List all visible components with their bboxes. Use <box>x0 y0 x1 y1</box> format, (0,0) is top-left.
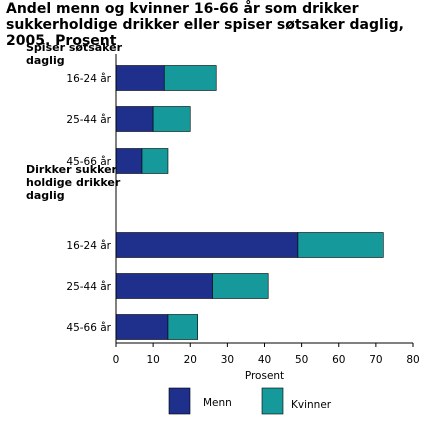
legend-label: Menn <box>203 397 232 409</box>
bar-menn <box>115 65 165 91</box>
chart-title: Andel menn og kvinner 16-66 år som drikk… <box>6 1 404 49</box>
group-label-line: Dirkker sukker- <box>26 163 122 176</box>
category-label: 25-44 år <box>66 280 111 293</box>
group-label-line: Spiser søtsaker <box>26 41 123 54</box>
legend-swatch-kvinner <box>261 387 284 415</box>
x-tick-label: 0 <box>113 354 120 366</box>
bar-menn <box>115 232 299 258</box>
bar-kvinner <box>167 314 198 340</box>
bar-menn <box>115 314 169 340</box>
bar-menn <box>115 273 213 299</box>
x-tick-label: 10 <box>146 354 159 366</box>
category-label: 45-66 år <box>66 155 111 168</box>
legend-swatch-menn <box>168 387 191 415</box>
x-tick-label: 30 <box>221 354 234 366</box>
bar-menn <box>115 148 143 174</box>
bar-kvinner <box>163 65 217 91</box>
bar-kvinner <box>141 148 169 174</box>
x-tick-label: 20 <box>184 354 197 366</box>
group-label-line: daglig <box>26 54 65 67</box>
group-label-line: holdige drikker <box>26 176 121 189</box>
bar-kvinner <box>297 232 384 258</box>
x-tick-label: 50 <box>295 354 308 366</box>
category-label: 25-44 år <box>66 113 111 126</box>
category-label: 16-24 år <box>66 72 111 85</box>
x-tick-label: 80 <box>406 354 419 366</box>
bar-kvinner <box>212 273 269 299</box>
category-label: 45-66 år <box>66 321 111 334</box>
x-tick-label: 60 <box>332 354 345 366</box>
bar-kvinner <box>152 106 191 132</box>
legend-label: Kvinner <box>291 399 332 411</box>
x-tick-label: 70 <box>369 354 382 366</box>
bar-menn <box>115 106 154 132</box>
x-axis-label: Prosent <box>245 370 284 382</box>
group-label-line: daglig <box>26 189 65 202</box>
category-label: 16-24 år <box>66 239 111 252</box>
x-tick-label: 40 <box>258 354 271 366</box>
